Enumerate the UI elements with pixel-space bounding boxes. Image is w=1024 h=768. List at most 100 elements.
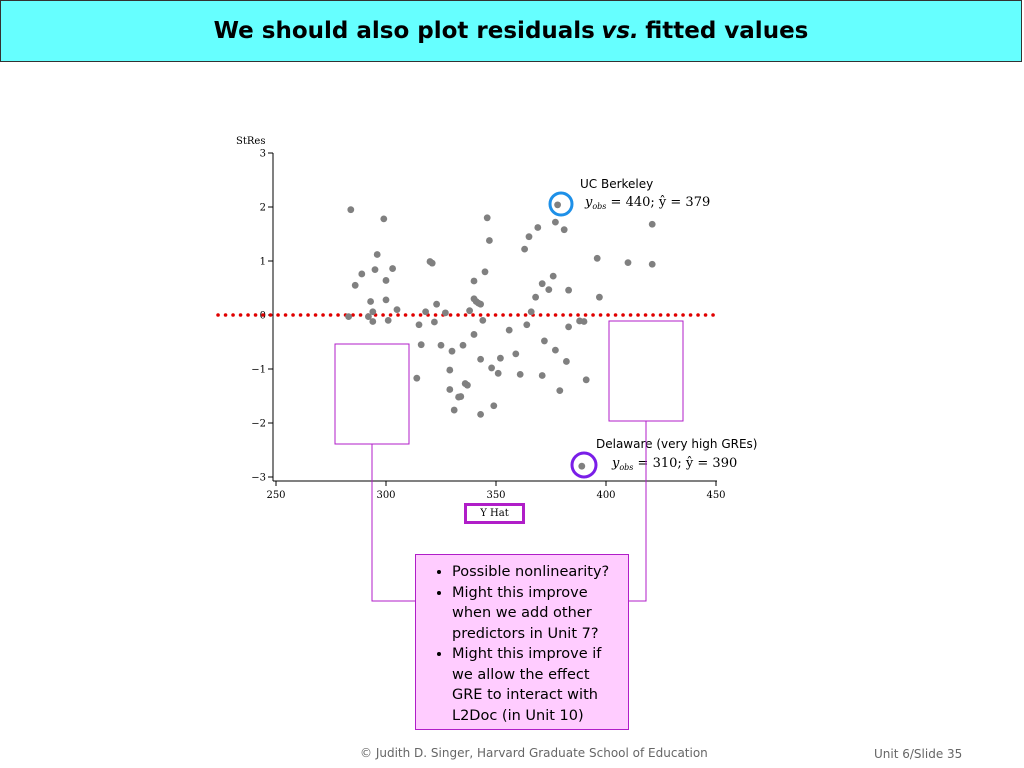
y-axis-title: StRes	[236, 136, 265, 147]
data-point	[565, 286, 572, 294]
delaware-highlight-circle	[570, 451, 598, 479]
data-point	[477, 410, 484, 418]
data-point	[437, 341, 445, 349]
data-point	[446, 386, 454, 393]
y-tick-label: 2	[260, 203, 266, 214]
left-region-box	[334, 343, 410, 445]
data-points	[345, 201, 656, 470]
callout-item: Possible nonlinearity?	[452, 562, 620, 583]
delaware-hat: 390	[712, 456, 737, 471]
data-point	[380, 215, 388, 223]
data-point	[593, 254, 601, 262]
title-text-italic: vs.	[601, 18, 639, 44]
data-point	[470, 331, 478, 338]
y-tick-label: 3	[260, 149, 266, 160]
y-tick-label: −2	[251, 419, 266, 430]
y-tick-label: −1	[251, 365, 266, 376]
data-point	[490, 402, 498, 410]
x-tick-label: 300	[376, 490, 395, 501]
x-tick-label: 450	[706, 490, 725, 501]
x-tick-group: 250 300 350 400 450	[266, 481, 726, 501]
data-point	[479, 317, 487, 324]
data-point	[596, 293, 603, 301]
right-connector-line	[629, 421, 647, 602]
data-point	[384, 317, 392, 324]
data-point	[578, 462, 586, 470]
data-point	[373, 251, 381, 258]
berkeley-highlight-circle	[548, 191, 574, 217]
data-point	[534, 224, 542, 231]
data-point	[428, 259, 436, 267]
data-point	[512, 350, 520, 358]
data-point	[431, 318, 438, 326]
data-point	[497, 354, 504, 362]
data-point	[481, 268, 489, 276]
data-point	[563, 358, 570, 365]
data-point	[389, 265, 396, 272]
callout-item: Might this improve if we allow the effec…	[452, 644, 620, 726]
y-tick-label: −3	[251, 473, 266, 484]
data-point	[369, 308, 377, 316]
data-point	[582, 376, 590, 384]
data-point	[442, 309, 449, 317]
data-point	[457, 393, 465, 400]
data-point	[446, 366, 454, 374]
x-tick-label: 350	[486, 490, 505, 501]
footer-copyright: © Judith D. Singer, Harvard Graduate Sch…	[360, 746, 708, 760]
data-point	[369, 318, 377, 325]
delaware-obs: 310	[653, 456, 678, 471]
data-point	[450, 406, 458, 414]
data-point	[565, 323, 572, 331]
data-point	[413, 374, 421, 382]
data-point	[466, 307, 473, 315]
y-tick-label: 1	[260, 257, 266, 268]
data-point	[532, 293, 539, 301]
title-text-main: We should also plot residuals	[213, 18, 595, 44]
footer-slide-number: Unit 6/Slide 35	[874, 747, 963, 761]
delaware-values: yobs = 310; ŷ = 390	[611, 456, 737, 472]
slide-title: We should also plot residuals vs. fitted…	[0, 0, 1022, 62]
x-tick-label: 250	[266, 490, 285, 501]
callout-box: Possible nonlinearity? Might this improv…	[415, 554, 629, 730]
data-point	[486, 237, 493, 244]
data-point	[488, 364, 495, 372]
delaware-label: Delaware (very high GREs)	[596, 437, 758, 451]
data-point	[448, 347, 456, 355]
data-point	[470, 277, 478, 285]
x-tick-label: 400	[596, 490, 615, 501]
data-point	[541, 337, 548, 345]
data-point	[552, 346, 559, 354]
x-axis-title: Y Hat	[464, 503, 525, 524]
data-point	[347, 206, 355, 214]
left-connector-line	[371, 444, 415, 602]
data-point	[464, 381, 471, 389]
title-text-end: fitted values	[645, 18, 809, 44]
data-point	[556, 387, 564, 394]
data-point	[624, 259, 632, 267]
berkeley-values: yobs = 440; ŷ = 379	[584, 195, 710, 211]
callout-list: Possible nonlinearity? Might this improv…	[424, 562, 620, 726]
data-point	[477, 300, 484, 308]
berkeley-hat: 379	[685, 195, 710, 210]
data-point	[367, 298, 374, 305]
data-point	[433, 300, 440, 308]
data-point	[576, 317, 583, 325]
data-point	[422, 308, 429, 316]
data-point	[521, 245, 528, 253]
data-point	[382, 277, 390, 284]
data-point	[382, 296, 390, 304]
data-point	[494, 369, 502, 377]
data-point	[415, 321, 423, 329]
data-point	[393, 306, 401, 313]
berkeley-obs: 440	[626, 195, 651, 210]
data-point	[545, 286, 553, 294]
data-point	[554, 201, 561, 209]
data-point	[523, 321, 531, 329]
data-point	[417, 341, 425, 349]
data-point	[483, 214, 491, 222]
data-point	[505, 326, 513, 334]
data-point	[525, 233, 533, 241]
data-point	[371, 266, 379, 274]
data-point	[549, 272, 557, 280]
